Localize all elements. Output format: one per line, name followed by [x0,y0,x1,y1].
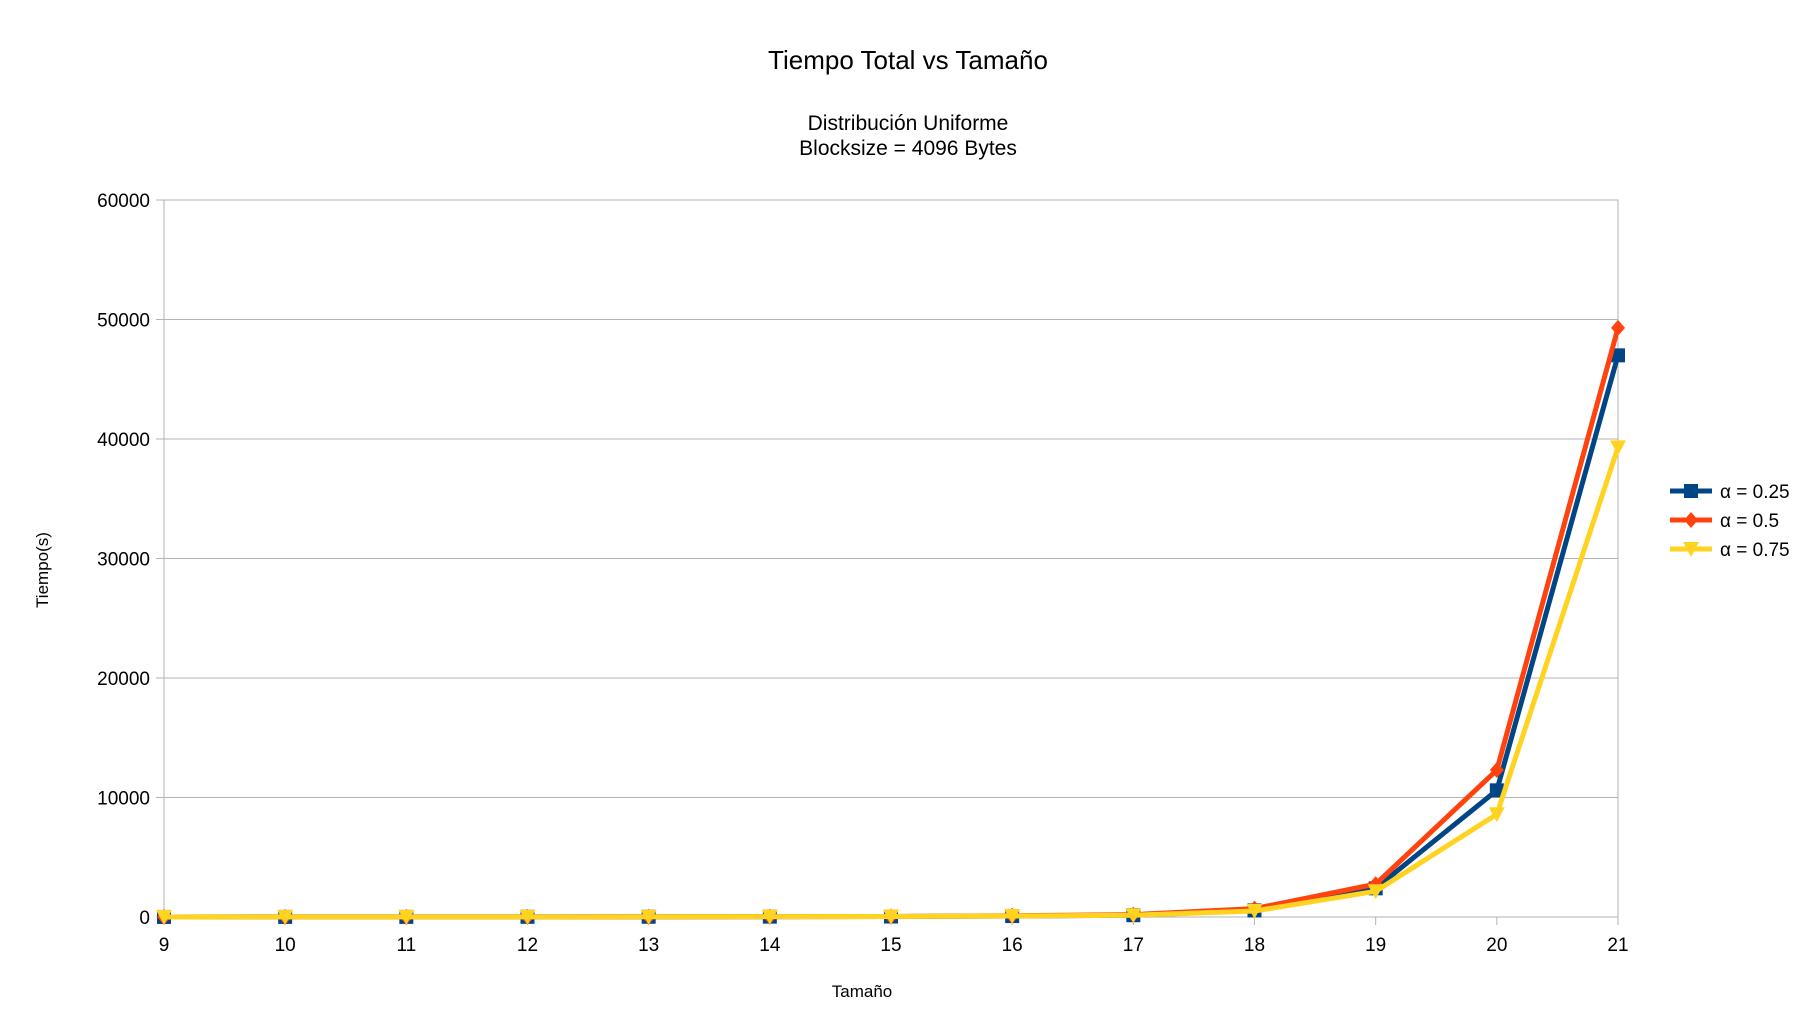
data-point [883,909,899,925]
series-line [161,352,1621,920]
legend-marker [1683,542,1699,557]
chart-subtitle-line-2: Blocksize = 4096 Bytes [799,137,1017,160]
legend-item: α = 0.25 [1670,482,1790,503]
x-tick-label: 21 [1607,935,1628,956]
y-tick-label: 30000 [97,550,150,571]
data-point [519,909,536,925]
y-tick-label: 60000 [97,191,150,212]
y-tick-label: 10000 [97,789,150,810]
legend-marker [1684,484,1698,498]
legend-label: α = 0.5 [1720,511,1779,532]
data-point [1246,904,1263,920]
data-point [277,909,294,925]
data-point [640,909,657,925]
y-tick-label: 50000 [97,311,150,332]
y-tick-label: 20000 [97,669,150,690]
legend-item: α = 0.5 [1670,511,1779,532]
x-axis-label: Tamaño [832,982,892,1001]
data-point [1610,440,1626,456]
x-tick-label: 14 [759,935,781,956]
legend-marker [1684,512,1698,528]
data-point [1611,348,1625,363]
x-tick-label: 15 [880,935,901,956]
legend-label: α = 0.25 [1720,482,1790,503]
y-tick-label: 0 [139,908,150,929]
legend-label: α = 0.75 [1720,540,1790,561]
x-tick-label: 16 [1002,935,1023,956]
y-axis-ticks: 0 10000 20000 30000 40000 50000 60000 [97,191,164,929]
x-tick-label: 17 [1123,935,1144,956]
legend-item: α = 0.75 [1670,540,1790,561]
data-point [1611,319,1625,336]
series-group [156,319,1626,925]
data-point [1489,762,1504,779]
x-tick-label: 20 [1486,935,1507,956]
x-tick-label: 9 [159,935,170,956]
data-point [1489,783,1504,798]
series-1 [157,348,1625,924]
series-line [161,444,1621,920]
series-line [161,325,1621,920]
legend: α = 0.25 α = 0.5 α = 0.75 [1670,482,1790,561]
y-tick-label: 40000 [97,430,150,451]
series-3 [156,440,1626,925]
x-tick-label: 19 [1365,935,1386,956]
data-point [1367,884,1384,900]
data-point [156,909,172,925]
data-point [1488,807,1505,823]
data-point [1125,908,1142,924]
chart-title: Tiempo Total vs Tamaño [768,45,1048,75]
y-axis-label: Tiempo(s) [33,532,52,608]
x-tick-label: 11 [396,935,416,956]
x-tick-label: 12 [517,935,538,956]
x-tick-label: 10 [275,935,296,956]
series-2 [157,319,1625,925]
data-point [1004,909,1021,925]
grid-lines [164,319,1618,798]
chart-subtitle-line-1: Distribución Uniforme [808,112,1009,135]
x-tick-label: 18 [1244,935,1265,956]
data-point [398,909,415,925]
data-point [761,909,778,925]
x-tick-label: 13 [638,935,659,956]
